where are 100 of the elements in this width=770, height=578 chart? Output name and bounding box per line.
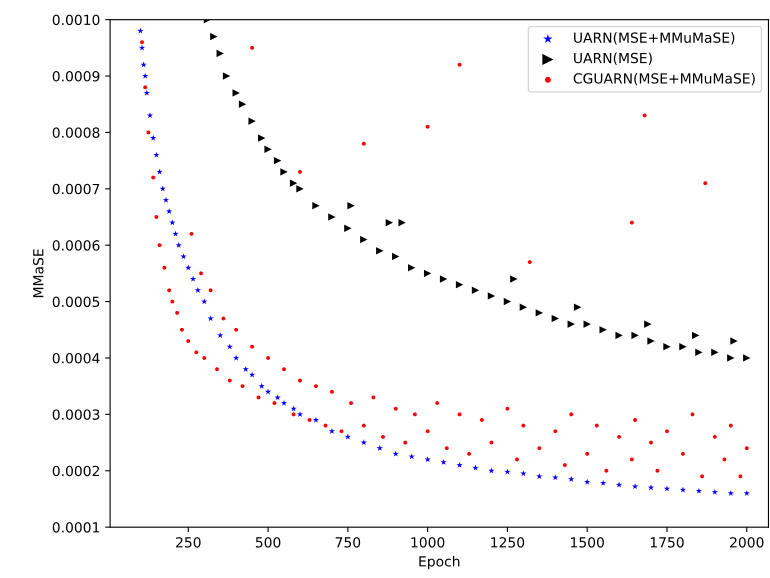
point bbox=[144, 90, 150, 96]
point bbox=[137, 28, 144, 34]
point bbox=[510, 275, 518, 283]
point bbox=[472, 286, 480, 294]
point bbox=[680, 486, 686, 493]
point bbox=[312, 416, 320, 423]
point bbox=[208, 315, 214, 322]
x-tick-label: 500 bbox=[256, 537, 280, 548]
point bbox=[692, 332, 700, 340]
x-tick-label: 1000 bbox=[411, 537, 444, 548]
point bbox=[216, 50, 224, 58]
x-tick-label: 750 bbox=[336, 537, 360, 548]
point bbox=[142, 72, 148, 79]
point bbox=[424, 270, 432, 278]
point bbox=[727, 354, 734, 362]
point bbox=[166, 208, 172, 214]
point bbox=[162, 196, 170, 203]
point bbox=[290, 180, 298, 187]
point bbox=[222, 72, 230, 80]
legend-label: UARN(MSE) bbox=[574, 52, 652, 65]
y-axis-title: MMaSE bbox=[33, 249, 44, 298]
point bbox=[616, 482, 622, 488]
legend-label: UARN(MSE+MMuMaSE) bbox=[574, 32, 734, 45]
point bbox=[376, 247, 384, 255]
point bbox=[233, 354, 240, 361]
point bbox=[584, 320, 591, 328]
point bbox=[264, 388, 272, 394]
point bbox=[711, 348, 719, 356]
y-tick-label: 0.0009 bbox=[52, 71, 100, 82]
point bbox=[360, 236, 368, 244]
point bbox=[552, 474, 558, 480]
point bbox=[146, 112, 154, 118]
point bbox=[392, 252, 400, 260]
point bbox=[172, 230, 179, 237]
y-tick-label: 0.0008 bbox=[52, 127, 100, 138]
point bbox=[599, 326, 607, 334]
point bbox=[392, 450, 399, 456]
point bbox=[504, 468, 511, 475]
point bbox=[274, 156, 282, 164]
point bbox=[644, 320, 652, 328]
point bbox=[140, 62, 147, 68]
point bbox=[160, 186, 166, 192]
point bbox=[398, 218, 406, 226]
point bbox=[153, 152, 160, 158]
point bbox=[744, 490, 750, 496]
y-tick-label: 0.0007 bbox=[52, 184, 100, 194]
y-tick-label: 0.0003 bbox=[52, 409, 100, 420]
point bbox=[552, 314, 559, 322]
point bbox=[150, 134, 156, 141]
point bbox=[730, 337, 738, 345]
point bbox=[280, 400, 288, 406]
point bbox=[347, 202, 355, 210]
point bbox=[568, 320, 575, 328]
point bbox=[169, 219, 176, 226]
x-tick-label: 1250 bbox=[491, 537, 524, 548]
y-tick-label: 0.0002 bbox=[52, 466, 99, 476]
point bbox=[180, 253, 187, 260]
point bbox=[456, 280, 464, 288]
point bbox=[226, 343, 233, 350]
point bbox=[185, 264, 192, 270]
point bbox=[408, 453, 415, 460]
point bbox=[663, 343, 671, 350]
x-tick-label: 1750 bbox=[650, 537, 684, 548]
point bbox=[408, 264, 416, 272]
point bbox=[472, 464, 479, 471]
point bbox=[194, 287, 201, 293]
point bbox=[264, 146, 272, 154]
point bbox=[190, 276, 196, 282]
point bbox=[728, 490, 734, 496]
point bbox=[488, 292, 496, 300]
point bbox=[280, 168, 288, 176]
point bbox=[258, 382, 265, 389]
y-tick-label: 0.0001 bbox=[52, 522, 100, 533]
point bbox=[632, 483, 638, 490]
point bbox=[344, 224, 352, 232]
point bbox=[249, 372, 256, 378]
point bbox=[258, 134, 266, 142]
point bbox=[210, 32, 218, 40]
point bbox=[574, 304, 582, 311]
point bbox=[695, 348, 703, 356]
point bbox=[242, 366, 249, 372]
point bbox=[584, 478, 590, 485]
point bbox=[696, 488, 702, 494]
point bbox=[274, 394, 281, 400]
point bbox=[568, 476, 574, 482]
point bbox=[647, 337, 655, 345]
x-tick-label: 250 bbox=[176, 537, 201, 548]
x-axis-title: Epoch bbox=[419, 556, 460, 570]
legend-label: CGUARN(MSE+MMuMaSE) bbox=[574, 72, 755, 86]
point bbox=[328, 428, 335, 434]
point bbox=[138, 44, 146, 50]
point bbox=[328, 213, 336, 221]
point bbox=[743, 354, 750, 362]
point bbox=[615, 332, 623, 340]
y-tick-label: 0.0004 bbox=[52, 352, 100, 364]
point bbox=[201, 298, 208, 304]
point bbox=[600, 480, 606, 486]
point bbox=[376, 444, 383, 451]
point bbox=[456, 462, 463, 468]
y-tick-label: 0.0006 bbox=[52, 240, 100, 251]
